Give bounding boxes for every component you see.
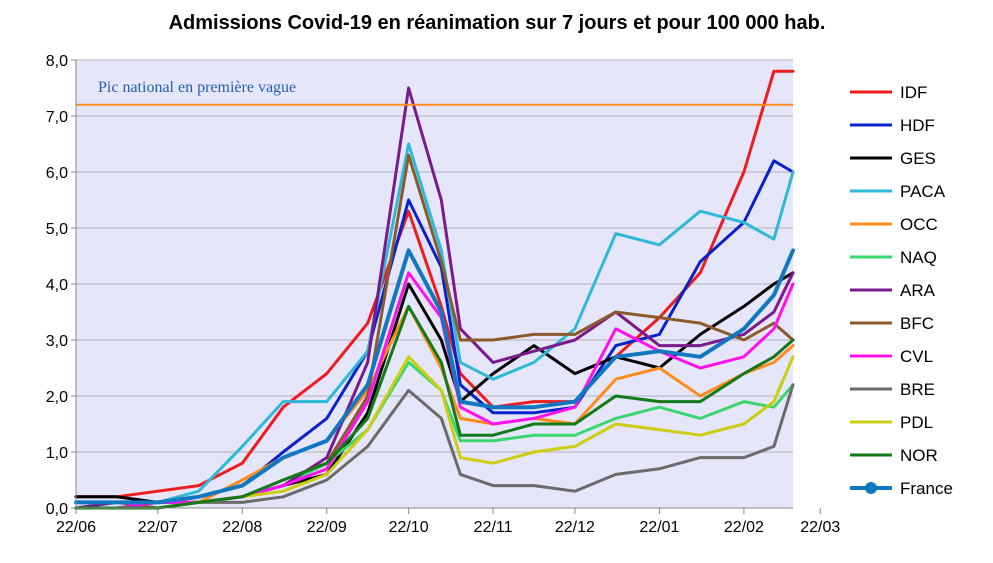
y-tick-label: 0,0: [46, 501, 68, 518]
legend-label: NAQ: [900, 248, 937, 267]
legend-item-paca[interactable]: PACA: [850, 182, 946, 201]
series-line-france: [74, 248, 795, 505]
legend-label: NOR: [900, 446, 938, 465]
legend-item-ges[interactable]: GES: [850, 149, 936, 168]
y-tick-label: 1,0: [46, 445, 68, 462]
y-tick-label: 8,0: [46, 53, 68, 70]
y-tick-label: 5,0: [46, 221, 68, 238]
legend-item-france[interactable]: France: [850, 479, 953, 498]
x-tick-label: 22/02: [724, 519, 764, 536]
legend-label: PDL: [900, 413, 933, 432]
x-tick-label: 22/11: [474, 519, 513, 536]
legend-label: CVL: [900, 347, 933, 366]
legend-label: HDF: [900, 116, 935, 135]
legend-item-nor[interactable]: NOR: [850, 446, 938, 465]
legend-item-bfc[interactable]: BFC: [850, 314, 934, 333]
y-tick-label: 4,0: [46, 277, 68, 294]
x-tick-label: 22/03: [800, 519, 840, 536]
legend-label: IDF: [900, 83, 927, 102]
legend-label: BRE: [900, 380, 935, 399]
x-tick-label: 22/08: [222, 519, 262, 536]
x-tick-label: 22/09: [307, 519, 347, 536]
series-lines: [74, 69, 795, 510]
x-tick-label: 22/06: [56, 519, 96, 536]
x-tick-label: 22/12: [555, 519, 595, 536]
x-axis-ticks: 22/06 22/07 22/08 22/09 22/10 22/11 22/12 22/01…: [56, 508, 840, 536]
legend-item-idf[interactable]: IDF: [850, 83, 927, 102]
y-tick-label: 7,0: [46, 109, 68, 126]
legend-label: OCC: [900, 215, 938, 234]
reference-line-label: Pic national en première vague: [98, 79, 296, 96]
legend-label: BFC: [900, 314, 934, 333]
legend-item-naq[interactable]: NAQ: [850, 248, 937, 267]
y-tick-label: 2,0: [46, 389, 68, 406]
legend-label: ARA: [900, 281, 936, 300]
y-tick-label: 3,0: [46, 333, 68, 350]
legend[interactable]: IDF HDF GES PACA OCC NAQ ARA BFC CVL BRE PDL NOR Fra…: [850, 83, 953, 498]
x-tick-label: 22/10: [389, 519, 429, 536]
legend-item-ara[interactable]: ARA: [850, 281, 936, 300]
x-tick-label: 22/07: [138, 519, 178, 536]
legend-label: GES: [900, 149, 936, 168]
legend-item-hdf[interactable]: HDF: [850, 116, 935, 135]
y-axis-ticks: 0,0 1,0 2,0 3,0 4,0 5,0 6,0 7,0 8,0: [46, 53, 76, 518]
series-line-nor: [74, 304, 795, 510]
legend-item-pdl[interactable]: PDL: [850, 413, 933, 432]
axes: [75, 60, 793, 509]
x-tick-label: 22/01: [639, 519, 679, 536]
chart-title: Admissions Covid-19 en réanimation sur 7…: [169, 12, 826, 34]
y-tick-label: 6,0: [46, 165, 68, 182]
legend-marker: [865, 482, 877, 494]
legend-item-occ[interactable]: OCC: [850, 215, 938, 234]
legend-label: France: [900, 479, 953, 498]
legend-label: PACA: [900, 182, 946, 201]
legend-item-bre[interactable]: BRE: [850, 380, 935, 399]
legend-item-cvl[interactable]: CVL: [850, 347, 933, 366]
